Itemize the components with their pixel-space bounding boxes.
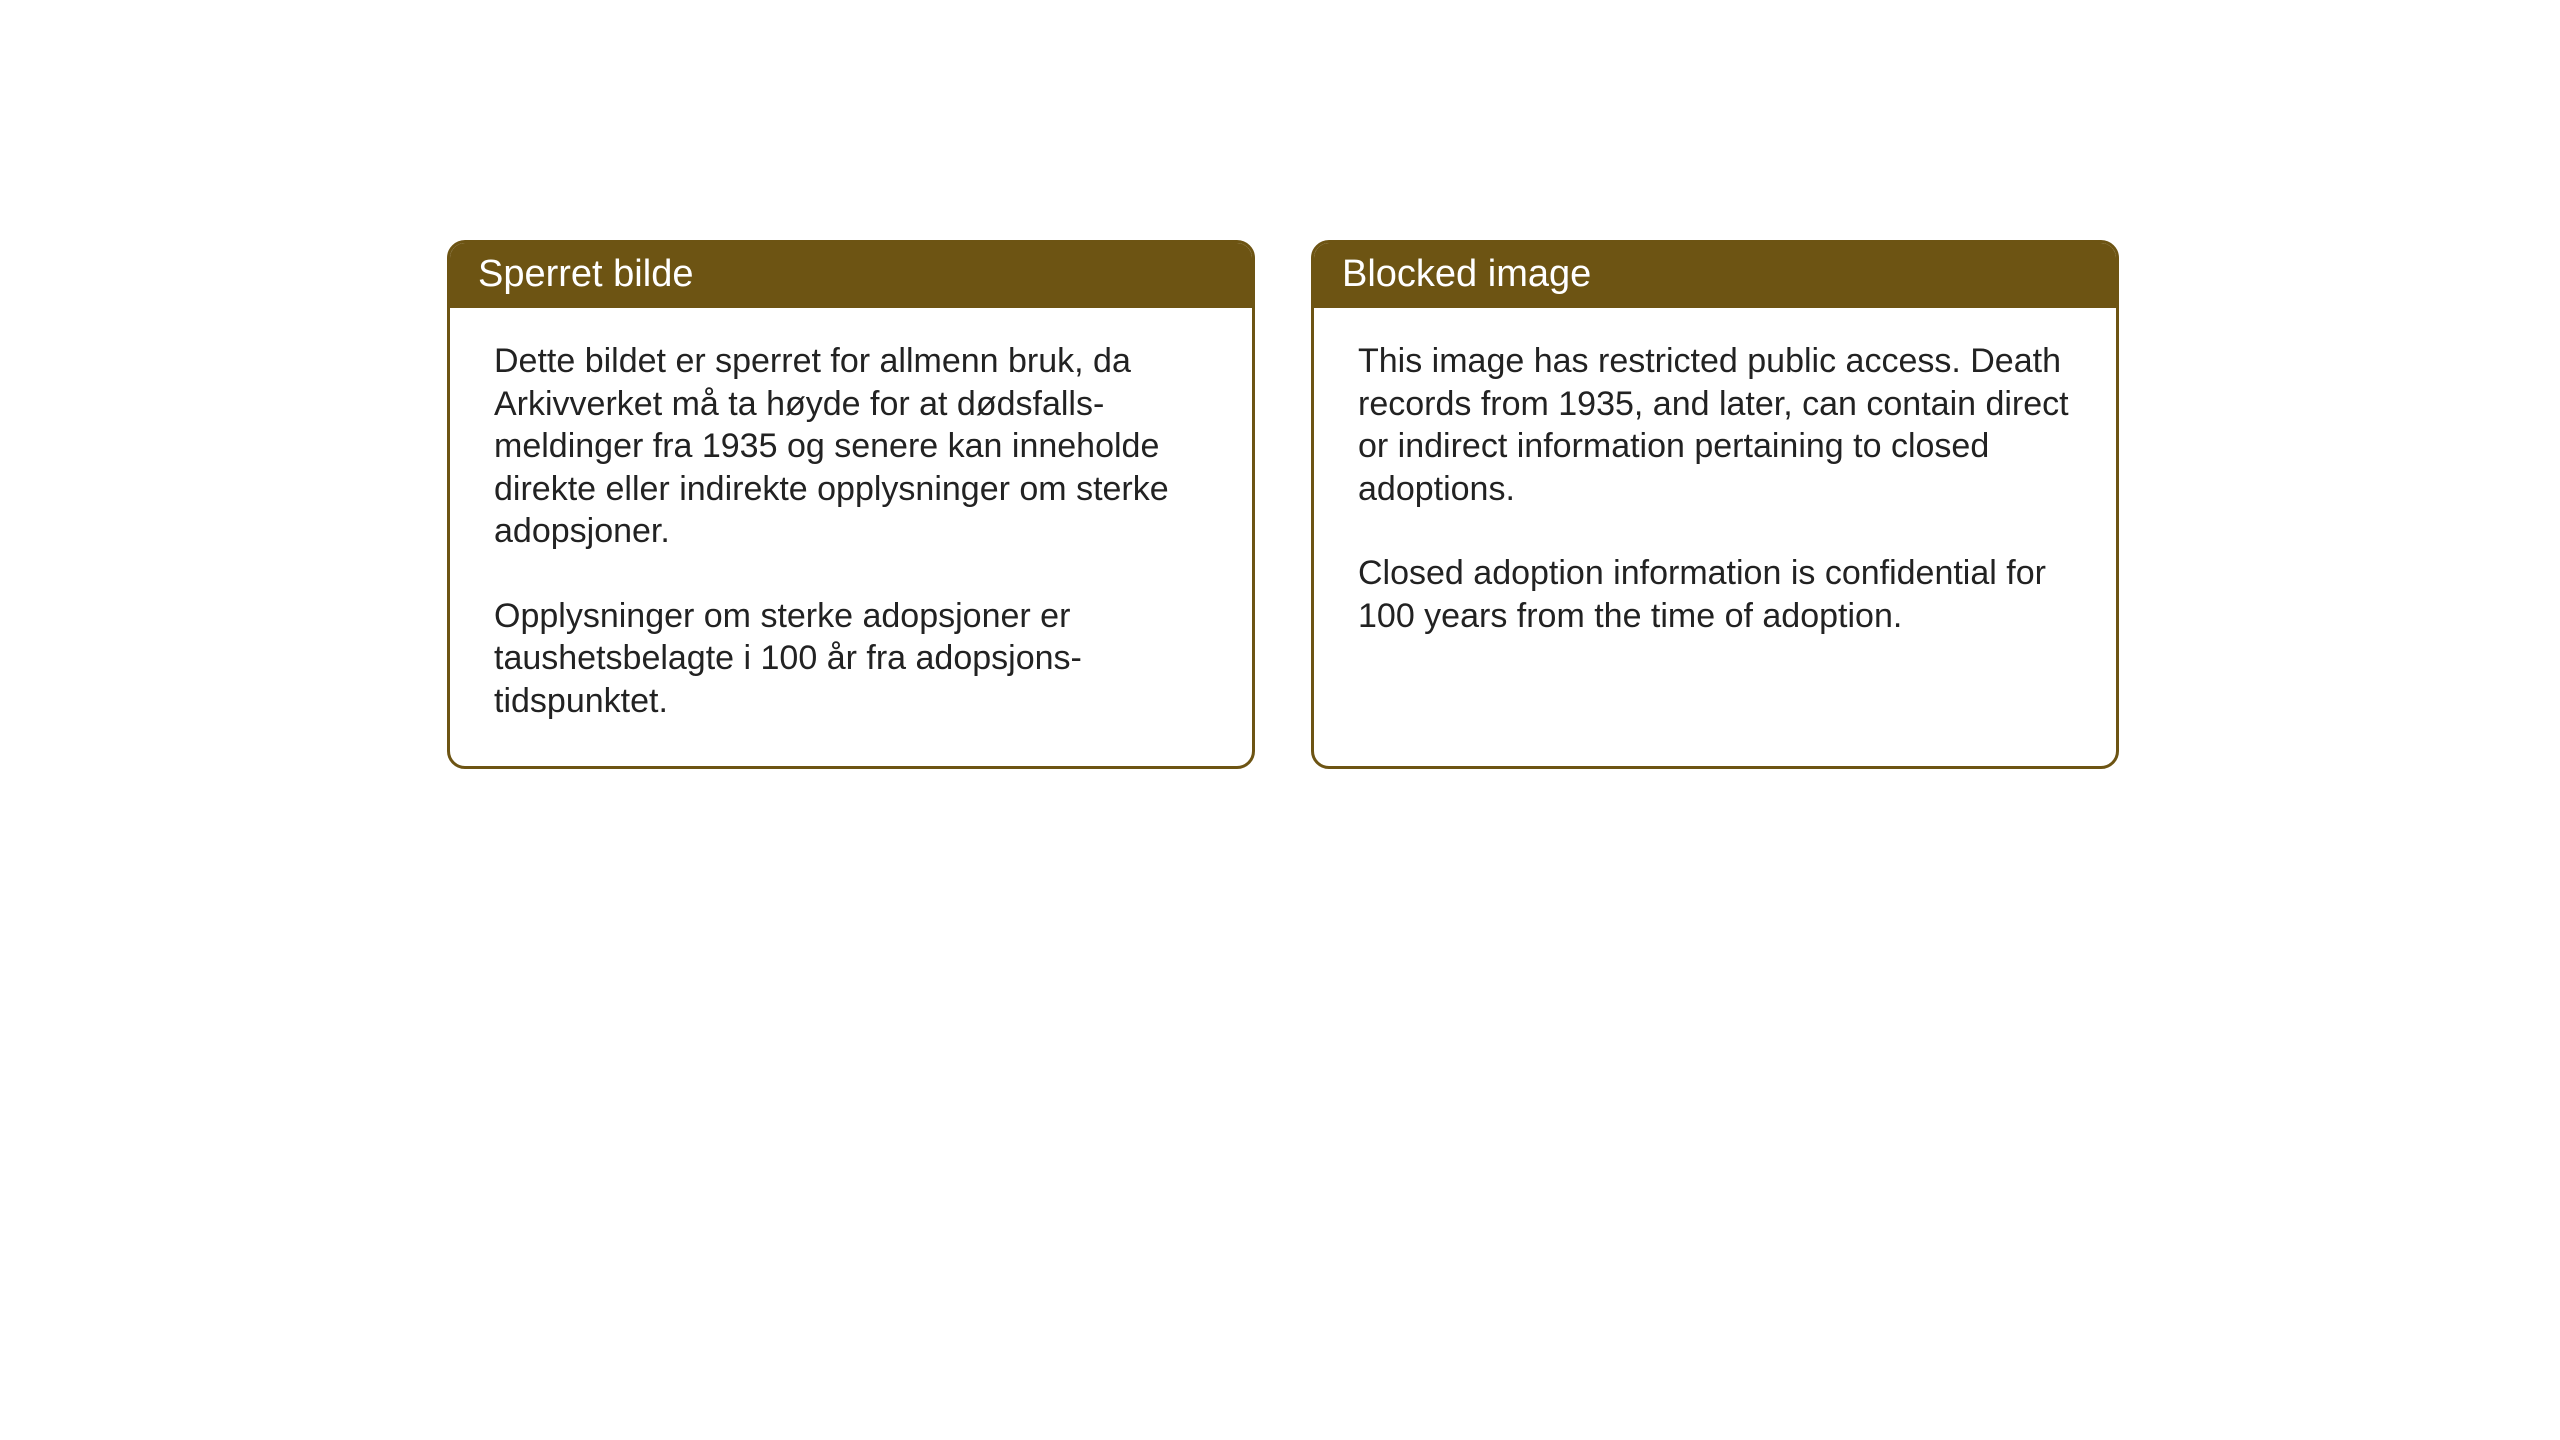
notice-paragraph-1-norwegian: Dette bildet er sperret for allmenn bruk… <box>494 340 1208 553</box>
notice-header-english: Blocked image <box>1314 243 2116 308</box>
notice-body-norwegian: Dette bildet er sperret for allmenn bruk… <box>450 308 1252 766</box>
notice-box-norwegian: Sperret bilde Dette bildet er sperret fo… <box>447 240 1255 769</box>
notice-paragraph-2-english: Closed adoption information is confident… <box>1358 552 2072 637</box>
notice-paragraph-2-norwegian: Opplysninger om sterke adopsjoner er tau… <box>494 595 1208 723</box>
notice-box-english: Blocked image This image has restricted … <box>1311 240 2119 769</box>
notice-container: Sperret bilde Dette bildet er sperret fo… <box>447 240 2119 769</box>
notice-header-norwegian: Sperret bilde <box>450 243 1252 308</box>
notice-body-english: This image has restricted public access.… <box>1314 308 2116 748</box>
notice-paragraph-1-english: This image has restricted public access.… <box>1358 340 2072 510</box>
